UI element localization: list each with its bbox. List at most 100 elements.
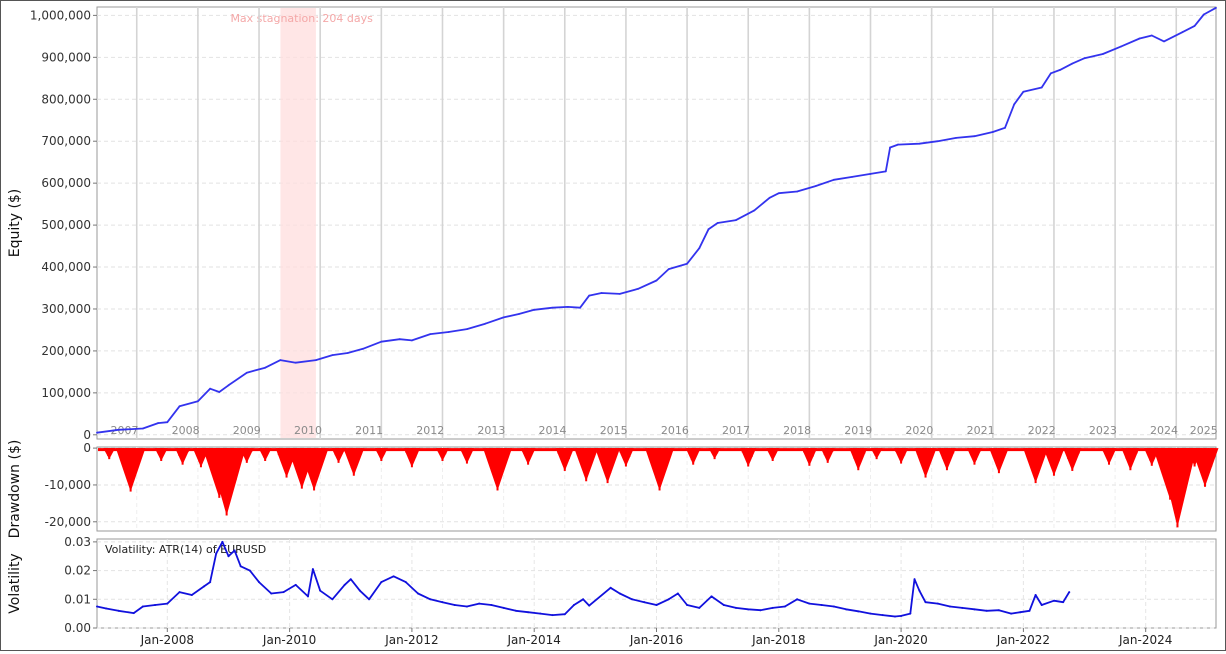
volatility-point bbox=[857, 610, 860, 613]
volatility-line bbox=[96, 541, 1070, 618]
volatility-point bbox=[783, 605, 786, 608]
year-label: 2008 bbox=[172, 424, 200, 437]
year-label: 2007 bbox=[111, 424, 139, 437]
volatility-point bbox=[190, 593, 193, 596]
x-tick-label: Jan-2014 bbox=[507, 633, 561, 647]
volatility-point bbox=[909, 612, 912, 615]
volatility-point bbox=[747, 608, 750, 611]
equity-point bbox=[1181, 31, 1184, 34]
equity-point bbox=[796, 190, 799, 193]
year-label: 2013 bbox=[477, 424, 505, 437]
equity-point bbox=[518, 313, 520, 315]
equity-point bbox=[96, 431, 98, 434]
volatility-point bbox=[1062, 601, 1065, 604]
volatility-point bbox=[918, 589, 921, 592]
equity-point bbox=[218, 391, 221, 393]
year-label: 2025 bbox=[1190, 424, 1218, 437]
equity-point bbox=[398, 338, 401, 341]
volatility-point bbox=[997, 609, 1000, 612]
volatility-point bbox=[1052, 599, 1055, 602]
equity-point bbox=[600, 292, 603, 294]
equity-point bbox=[117, 428, 120, 431]
equity-point bbox=[1120, 45, 1123, 48]
volatility-point bbox=[582, 598, 585, 601]
equity-point bbox=[851, 175, 854, 178]
volatility-point bbox=[808, 602, 811, 605]
equity-point bbox=[178, 405, 181, 408]
volatility-point bbox=[465, 605, 468, 608]
equity-point bbox=[1150, 34, 1153, 37]
equity-point bbox=[686, 262, 688, 265]
volatility-point bbox=[618, 592, 621, 595]
equity-point bbox=[897, 143, 899, 146]
year-label: 2018 bbox=[783, 424, 811, 437]
y-tick-label: 700,000 bbox=[41, 134, 91, 148]
volatility-point bbox=[117, 609, 120, 612]
volatility-point bbox=[759, 609, 762, 612]
volatility-point bbox=[655, 604, 658, 607]
equity-point bbox=[315, 359, 317, 362]
volatility-point bbox=[441, 601, 444, 604]
y-tick-label: 900,000 bbox=[41, 50, 91, 64]
year-label: 2012 bbox=[416, 424, 444, 437]
volatility-point bbox=[141, 605, 144, 608]
year-label: 2022 bbox=[1028, 424, 1056, 437]
y-tick-label: 800,000 bbox=[41, 92, 91, 106]
volatility-point bbox=[239, 565, 242, 568]
volatility-point bbox=[710, 595, 713, 598]
volatility-point bbox=[319, 589, 322, 592]
equity-point bbox=[707, 228, 710, 231]
equity-point bbox=[1013, 103, 1016, 106]
volatility-point bbox=[676, 592, 679, 595]
volatility-point bbox=[913, 578, 916, 581]
equity-point bbox=[667, 268, 670, 271]
equity-point bbox=[832, 178, 835, 181]
volatility-point bbox=[686, 604, 689, 607]
x-tick-label: Jan-2012 bbox=[384, 633, 438, 647]
y-tick-label: 400,000 bbox=[41, 260, 91, 274]
equity-point bbox=[245, 371, 248, 374]
y-tick-label: 0 bbox=[83, 428, 91, 442]
equity-point bbox=[1083, 57, 1086, 60]
volatility-point bbox=[166, 602, 169, 605]
y-tick-label: 100,000 bbox=[41, 386, 91, 400]
equity-point bbox=[637, 287, 640, 290]
volatility-point bbox=[349, 578, 352, 581]
equity-point bbox=[264, 366, 267, 369]
volatility-point bbox=[227, 555, 230, 558]
volatility-point bbox=[845, 608, 848, 611]
equity-point bbox=[209, 387, 212, 390]
volatility-point bbox=[924, 601, 927, 604]
volatility-point bbox=[900, 614, 903, 617]
equity-point bbox=[955, 136, 958, 139]
volatility-point bbox=[392, 575, 395, 578]
year-label: 2010 bbox=[294, 424, 322, 437]
volatility-point bbox=[936, 602, 939, 605]
equity-point bbox=[551, 306, 554, 309]
plot-area bbox=[96, 6, 1217, 440]
volatility-point bbox=[311, 568, 314, 571]
volatility-point bbox=[105, 607, 108, 610]
y-tick-label: 300,000 bbox=[41, 302, 91, 316]
equity-point bbox=[768, 196, 771, 199]
equity-point bbox=[698, 247, 701, 250]
volatility-point bbox=[1040, 604, 1043, 607]
equity-point bbox=[777, 192, 780, 195]
volatility-point bbox=[609, 586, 612, 589]
y-axis-label: Drawdown ($) bbox=[7, 440, 23, 539]
equity-point bbox=[884, 170, 887, 173]
y-tick-label: -20,000 bbox=[45, 515, 91, 529]
x-tick-label: Jan-2020 bbox=[873, 633, 927, 647]
equity-point bbox=[1138, 37, 1141, 40]
equity-point bbox=[753, 209, 756, 212]
volatility-point bbox=[248, 569, 251, 572]
volatility-point bbox=[453, 604, 456, 607]
equity-panel: 0 100,000 200,000 300,000 400,000 500,000 600,… bbox=[7, 6, 1218, 442]
volatility-point bbox=[429, 598, 432, 601]
volatility-point bbox=[502, 606, 505, 609]
y-tick-label: 0.01 bbox=[64, 592, 91, 606]
volatility-point bbox=[973, 608, 976, 611]
equity-point bbox=[735, 219, 737, 221]
equity-point bbox=[1215, 6, 1217, 9]
